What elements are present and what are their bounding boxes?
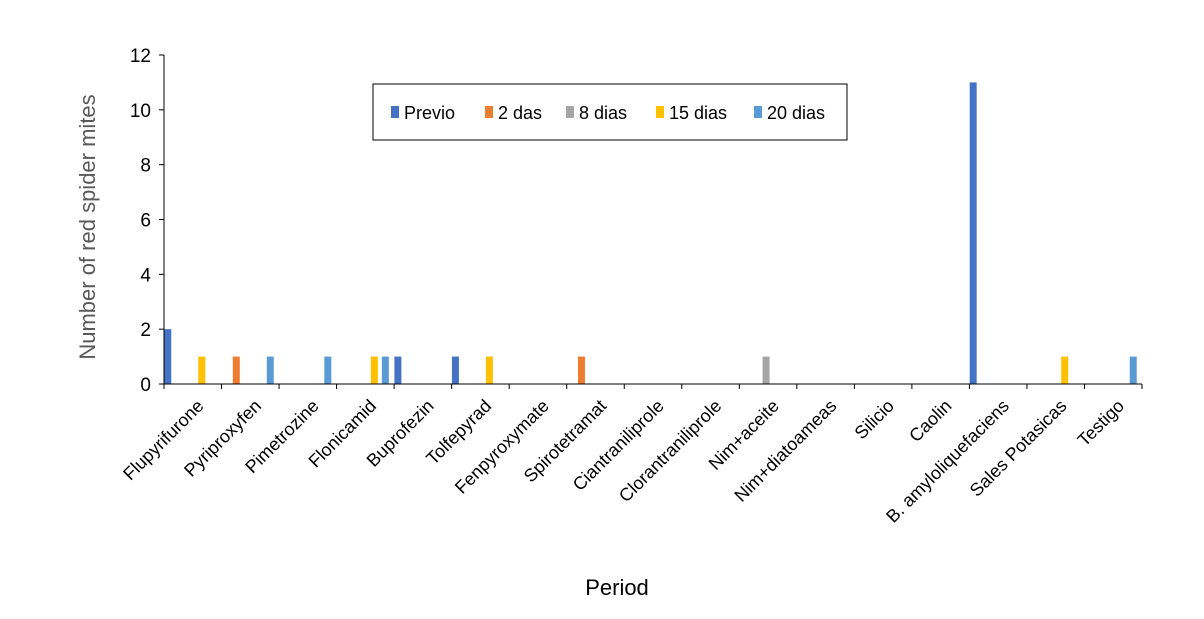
legend: Previo 2 das 8 dias 15 dias 20 dias bbox=[372, 83, 848, 141]
legend-label: 2 das bbox=[498, 103, 542, 123]
y-tick-label: 12 bbox=[130, 46, 151, 67]
bar-20-dias bbox=[1129, 356, 1137, 384]
legend-label: 20 dias bbox=[767, 103, 825, 123]
x-tick-label: Testigo bbox=[1074, 396, 1128, 450]
bar-15-dias bbox=[1061, 356, 1069, 384]
bar-2-das bbox=[232, 356, 240, 384]
bar-previo bbox=[164, 329, 172, 384]
y-axis-ticks: 0 2 4 6 8 10 12 bbox=[130, 46, 164, 396]
bar-previo bbox=[394, 356, 402, 384]
bar-previo bbox=[969, 82, 977, 385]
legend-swatch bbox=[391, 106, 399, 118]
y-tick-label: 8 bbox=[140, 156, 151, 177]
x-tick-label: Caolin bbox=[905, 396, 955, 446]
x-axis-labels: FlupyrifuronePyriproxyfenPimetrozineFlon… bbox=[119, 396, 1128, 527]
bar-15-dias bbox=[485, 356, 493, 384]
x-tick-label: Sales Potasicas bbox=[966, 396, 1071, 501]
bar-15-dias bbox=[370, 356, 378, 384]
bar-previo bbox=[451, 356, 459, 384]
bar-20-dias bbox=[266, 356, 274, 384]
x-tick-label: Clorantraniliprole bbox=[615, 396, 725, 506]
legend-swatch bbox=[656, 106, 664, 118]
x-axis-title: Period bbox=[585, 575, 649, 600]
legend-swatch bbox=[566, 106, 574, 118]
legend-swatch bbox=[754, 106, 762, 118]
bars bbox=[164, 82, 1137, 385]
y-tick-label: 6 bbox=[140, 211, 151, 232]
bar-20-dias bbox=[381, 356, 389, 384]
y-tick-label: 2 bbox=[140, 320, 151, 341]
legend-label: 8 dias bbox=[579, 103, 627, 123]
y-tick-label: 4 bbox=[140, 265, 151, 286]
legend-label: 15 dias bbox=[669, 103, 727, 123]
bar-2-das bbox=[577, 356, 585, 384]
y-axis-title: Number of red spider mites bbox=[75, 94, 100, 359]
bar-8-dias bbox=[762, 356, 770, 384]
legend-swatch bbox=[485, 106, 493, 118]
x-tick-label: Silicio bbox=[851, 396, 898, 443]
x-tick-label: Nim+diatoameas bbox=[730, 396, 840, 506]
bar-20-dias bbox=[324, 356, 332, 384]
y-tick-label: 0 bbox=[140, 375, 151, 396]
x-axis-ticks bbox=[163, 384, 1143, 389]
legend-box bbox=[372, 83, 848, 141]
legend-label: Previo bbox=[404, 103, 455, 123]
y-tick-label: 10 bbox=[130, 101, 151, 122]
bar-15-dias bbox=[198, 356, 206, 384]
